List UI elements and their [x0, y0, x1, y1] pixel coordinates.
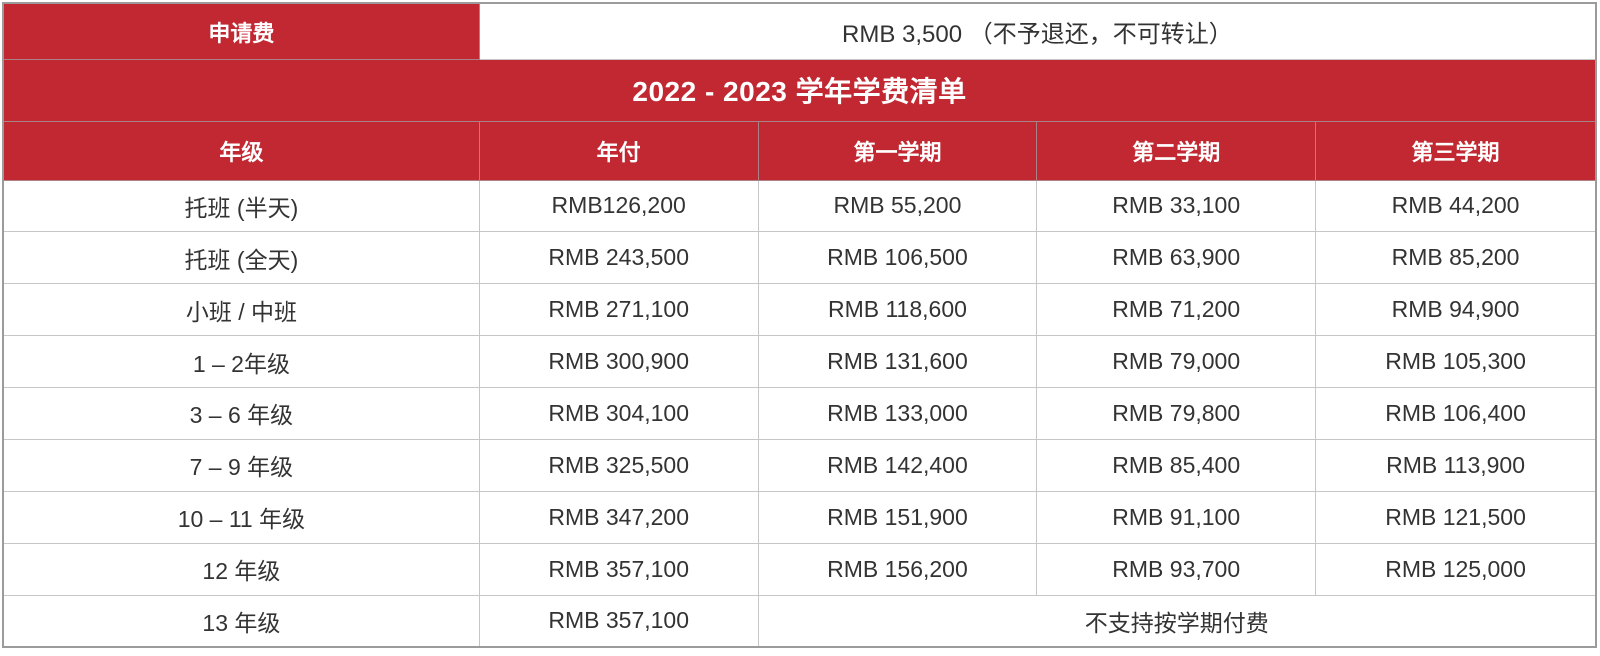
term2-fee-cell: RMB 79,000	[1036, 335, 1317, 388]
term3-fee-cell: RMB 94,900	[1315, 283, 1597, 337]
term2-fee-cell: RMB 93,700	[1036, 542, 1317, 596]
annual-fee-cell: RMB 325,500	[478, 438, 759, 492]
annual-fee-cell: RMB 243,500	[478, 231, 759, 285]
table-row: 12 年级 RMB 357,100 RMB 156,200 RMB 93,700…	[2, 542, 1597, 596]
table-row: 小班 / 中班 RMB 271,100 RMB 118,600 RMB 71,2…	[2, 283, 1597, 337]
annual-fee-cell: RMB126,200	[478, 179, 759, 233]
table-row: 7 – 9 年级 RMB 325,500 RMB 142,400 RMB 85,…	[2, 438, 1597, 492]
grade-cell: 3 – 6 年级	[2, 387, 480, 440]
term1-fee-cell: RMB 133,000	[757, 387, 1038, 440]
annual-fee-cell: RMB 347,200	[478, 490, 759, 544]
application-fee-value: RMB 3,500 （不予退还，不可转让）	[478, 2, 1597, 61]
no-term-payment-note: 不支持按学期付费	[757, 594, 1597, 648]
table-title-row: 2022 - 2023 学年学费清单	[2, 59, 1597, 122]
application-fee-row: 申请费 RMB 3,500 （不予退还，不可转让）	[2, 2, 1597, 61]
term3-fee-cell: RMB 113,900	[1315, 438, 1597, 492]
grade-cell: 7 – 9 年级	[2, 438, 480, 492]
term2-fee-cell: RMB 33,100	[1036, 179, 1317, 233]
term1-fee-cell: RMB 106,500	[757, 231, 1038, 285]
term2-fee-cell: RMB 71,200	[1036, 283, 1317, 337]
column-header-term3: 第三学期	[1315, 120, 1597, 181]
term3-fee-cell: RMB 106,400	[1315, 387, 1597, 440]
annual-fee-cell: RMB 357,100	[478, 594, 759, 648]
term1-fee-cell: RMB 131,600	[757, 335, 1038, 388]
term3-fee-cell: RMB 125,000	[1315, 542, 1597, 596]
grade-cell: 13 年级	[2, 594, 480, 648]
term2-fee-cell: RMB 85,400	[1036, 438, 1317, 492]
grade-cell: 小班 / 中班	[2, 283, 480, 337]
annual-fee-cell: RMB 304,100	[478, 387, 759, 440]
grade-cell: 1 – 2年级	[2, 335, 480, 388]
column-header-term2: 第二学期	[1036, 120, 1317, 181]
term1-fee-cell: RMB 118,600	[757, 283, 1038, 337]
table-row: 1 – 2年级 RMB 300,900 RMB 131,600 RMB 79,0…	[2, 335, 1597, 388]
table-row: 托班 (半天) RMB126,200 RMB 55,200 RMB 33,100…	[2, 179, 1597, 233]
term3-fee-cell: RMB 121,500	[1315, 490, 1597, 544]
term1-fee-cell: RMB 156,200	[757, 542, 1038, 596]
column-header-term1: 第一学期	[757, 120, 1038, 181]
table-row: 3 – 6 年级 RMB 304,100 RMB 133,000 RMB 79,…	[2, 387, 1597, 440]
column-header-grade: 年级	[2, 120, 480, 181]
term2-fee-cell: RMB 91,100	[1036, 490, 1317, 544]
grade-cell: 10 – 11 年级	[2, 490, 480, 544]
grade-cell: 托班 (半天)	[2, 179, 480, 233]
term1-fee-cell: RMB 55,200	[757, 179, 1038, 233]
table-row: 托班 (全天) RMB 243,500 RMB 106,500 RMB 63,9…	[2, 231, 1597, 285]
term2-fee-cell: RMB 63,900	[1036, 231, 1317, 285]
term2-fee-cell: RMB 79,800	[1036, 387, 1317, 440]
table-row: 10 – 11 年级 RMB 347,200 RMB 151,900 RMB 9…	[2, 490, 1597, 544]
term3-fee-cell: RMB 85,200	[1315, 231, 1597, 285]
grade-cell: 托班 (全天)	[2, 231, 480, 285]
term3-fee-cell: RMB 105,300	[1315, 335, 1597, 388]
column-header-row: 年级 年付 第一学期 第二学期 第三学期	[2, 120, 1597, 181]
application-fee-label: 申请费	[2, 2, 480, 61]
term1-fee-cell: RMB 142,400	[757, 438, 1038, 492]
term1-fee-cell: RMB 151,900	[757, 490, 1038, 544]
grade-cell: 12 年级	[2, 542, 480, 596]
table-row: 13 年级 RMB 357,100 不支持按学期付费	[2, 594, 1597, 648]
column-header-annual: 年付	[478, 120, 759, 181]
term3-fee-cell: RMB 44,200	[1315, 179, 1597, 233]
table-title: 2022 - 2023 学年学费清单	[2, 59, 1597, 122]
annual-fee-cell: RMB 271,100	[478, 283, 759, 337]
annual-fee-cell: RMB 357,100	[478, 542, 759, 596]
annual-fee-cell: RMB 300,900	[478, 335, 759, 388]
